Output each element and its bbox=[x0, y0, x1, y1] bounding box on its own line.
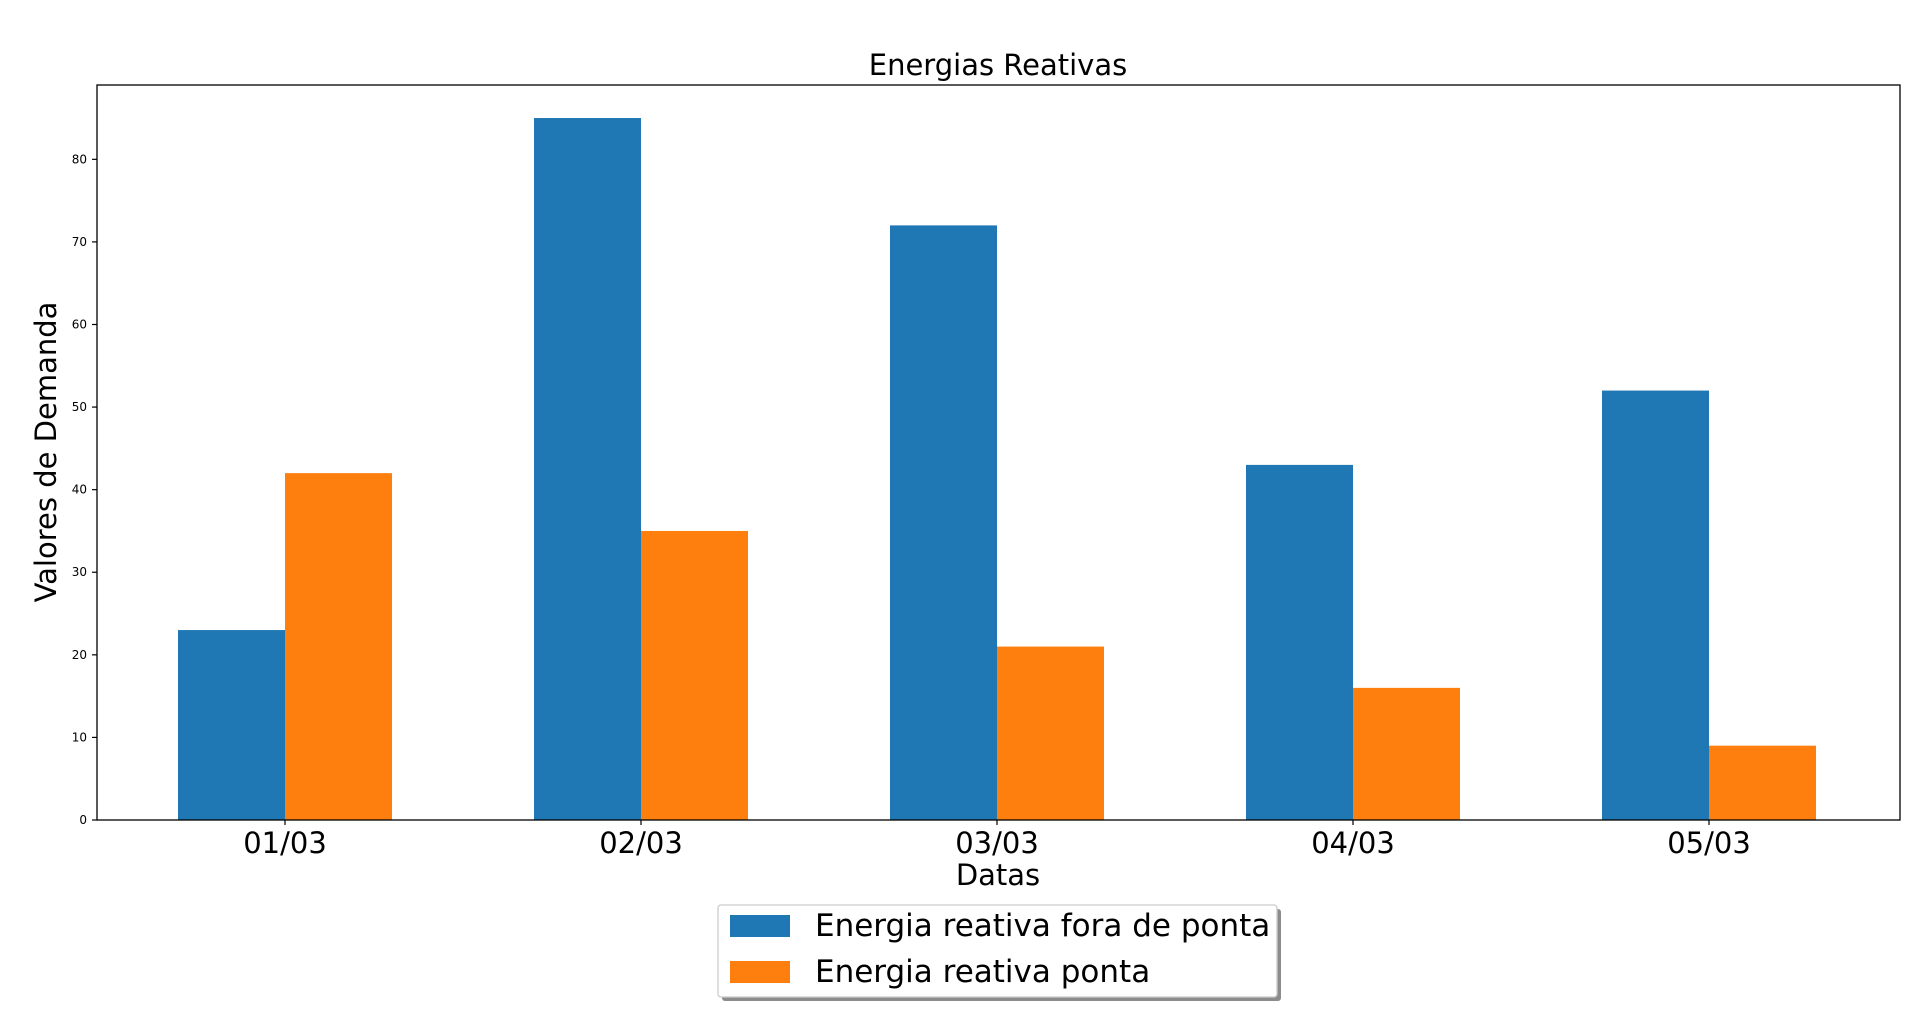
y-tick-label: 60 bbox=[72, 317, 87, 331]
y-tick-label: 40 bbox=[72, 483, 87, 497]
legend-label-fora-de-ponta: Energia reativa fora de ponta bbox=[815, 908, 1270, 944]
legend-swatch-fora-de-ponta bbox=[730, 915, 790, 937]
bar-ponta-3 bbox=[997, 646, 1104, 820]
bar-fora-de-ponta-3 bbox=[890, 225, 997, 821]
x-tick-label: 05/03 bbox=[1667, 826, 1751, 860]
bar-fora-de-ponta-4 bbox=[1246, 464, 1353, 820]
y-tick-label: 50 bbox=[72, 400, 87, 414]
y-tick-label: 70 bbox=[72, 235, 87, 249]
bars-group bbox=[178, 118, 1816, 821]
bar-ponta-4 bbox=[1353, 687, 1460, 820]
bar-ponta-5 bbox=[1709, 745, 1816, 820]
plot-frame bbox=[96, 84, 1901, 821]
y-tick-label: 30 bbox=[72, 565, 87, 579]
y-tick-label: 0 bbox=[79, 813, 87, 827]
legend-label-ponta: Energia reativa ponta bbox=[815, 954, 1150, 990]
x-tick-label: 04/03 bbox=[1311, 826, 1395, 860]
y-tick-label: 10 bbox=[72, 730, 87, 744]
x-axis: 01/03 02/03 03/03 04/03 05/03 bbox=[243, 820, 1751, 860]
y-axis-label: Valores de Demanda bbox=[29, 302, 63, 603]
legend-box bbox=[717, 904, 1278, 998]
x-axis-label: Datas bbox=[956, 858, 1040, 892]
x-tick-label: 03/03 bbox=[955, 826, 1039, 860]
y-tick-label: 20 bbox=[72, 648, 87, 662]
y-tick-label: 80 bbox=[72, 152, 87, 166]
bar-ponta-2 bbox=[641, 530, 748, 820]
x-tick-label: 01/03 bbox=[243, 826, 327, 860]
legend-swatch-ponta bbox=[730, 961, 790, 983]
bar-fora-de-ponta-1 bbox=[178, 630, 285, 820]
chart-title: Energias Reativas bbox=[869, 48, 1127, 82]
bar-fora-de-ponta-5 bbox=[1602, 390, 1709, 820]
bar-fora-de-ponta-2 bbox=[534, 118, 641, 821]
legend: Energia reativa fora de ponta Energia re… bbox=[717, 904, 1281, 1001]
y-axis: 0 10 20 30 40 50 60 70 80 bbox=[72, 152, 97, 827]
bar-ponta-1 bbox=[285, 473, 392, 820]
x-tick-label: 02/03 bbox=[599, 826, 683, 860]
